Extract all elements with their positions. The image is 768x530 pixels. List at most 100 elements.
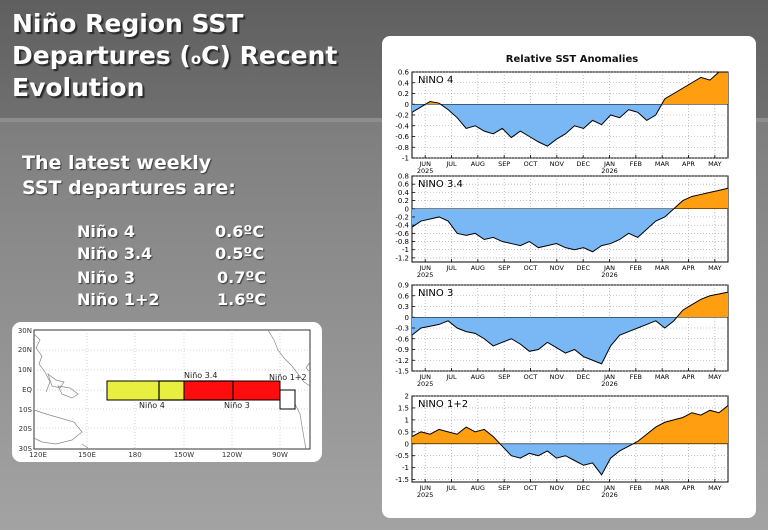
title-line2-post: C) Recent	[201, 41, 338, 70]
x-tick-label: OCT	[524, 373, 538, 381]
x-tick-label: SEP	[498, 484, 510, 492]
y-tick-label: 0.9	[398, 282, 409, 290]
y-tick-label: 0	[405, 440, 409, 448]
positive-anomaly-area	[676, 292, 728, 318]
region-value: 0.7ºC	[217, 268, 267, 287]
y-tick-label: -1.5	[395, 476, 409, 484]
positive-anomaly-area	[412, 405, 728, 444]
region-name: Niño 3	[77, 268, 135, 287]
x-year-label: 2025	[417, 380, 434, 388]
positive-anomaly-area	[673, 188, 728, 209]
nino34-map-label: Niño 3.4	[184, 371, 217, 380]
y-tick-label: 0.6	[398, 69, 410, 77]
anomaly-line	[411, 71, 728, 147]
nino12-region-box	[279, 389, 296, 410]
x-tick-label: OCT	[524, 160, 538, 168]
slide-title-line2: Departures (oC) Recent	[12, 40, 372, 72]
region-name: Niño 3.4	[77, 244, 153, 263]
x-tick-label: OCT	[524, 484, 538, 492]
x-year-label: 2025	[417, 491, 434, 499]
slide-title-line1: Niño Region SST	[12, 9, 244, 38]
x-tick-label: MAY	[708, 160, 722, 168]
x-tick-label: NOV	[550, 160, 565, 168]
x-tick-label: NOV	[550, 264, 565, 272]
x-tick-label: MAR	[655, 160, 670, 168]
nino34-region-box	[158, 380, 234, 401]
title-line2-pre: Departures (	[12, 41, 191, 70]
nino12-map-label: Niño 1+2	[269, 373, 307, 382]
slide-title: Niño Region SST Departures (oC) Recent E…	[12, 8, 372, 104]
latest-heading-line1: The latest weekly	[22, 152, 212, 174]
y-tick-label: -0.6	[395, 230, 409, 238]
y-tick-label: -0.2	[395, 213, 409, 221]
lon-label: 150E	[78, 451, 96, 459]
y-tick-label: 0.8	[398, 173, 409, 181]
y-tick-label: -0.6	[395, 133, 409, 141]
y-tick-label: -1.5	[395, 368, 409, 376]
y-tick-label: -0.4	[395, 222, 409, 230]
panel-label: NINO 4	[418, 75, 453, 86]
region-name: Niño 4	[77, 222, 135, 241]
lat-label: 30N	[18, 327, 32, 335]
x-tick-label: JUL	[445, 264, 457, 272]
chart-panel-nino34: 0.80.60.40.20-0.2-0.4-0.6-0.8-1-1.2JUN20…	[395, 173, 729, 279]
y-tick-label: -1.2	[395, 357, 409, 365]
y-tick-label: 0.2	[398, 197, 409, 205]
x-tick-label: NOV	[550, 484, 565, 492]
y-tick-label: 0	[405, 205, 409, 213]
nino3-region-box	[183, 380, 281, 401]
map-coastlines	[33, 329, 311, 450]
region-name: Niño 1+2	[77, 290, 160, 309]
x-tick-label: FEB	[630, 484, 642, 492]
y-tick-label: 0.5	[398, 428, 409, 436]
x-tick-label: APR	[682, 373, 695, 381]
y-tick-label: 1.5	[398, 404, 409, 412]
y-tick-label: -1	[402, 155, 409, 163]
y-tick-label: 1	[405, 416, 409, 424]
negative-anomaly-area	[412, 104, 662, 147]
y-tick-label: -0.8	[395, 238, 409, 246]
title-superscript: o	[190, 50, 202, 68]
lon-label: 90W	[272, 451, 288, 459]
y-tick-label: 0.3	[398, 303, 409, 311]
y-tick-label: 0	[405, 314, 409, 322]
lat-label: EQ	[22, 386, 32, 394]
negative-anomaly-area	[412, 317, 677, 364]
x-tick-label: MAR	[655, 264, 670, 272]
x-tick-label: FEB	[630, 160, 642, 168]
y-tick-label: -0.9	[395, 346, 409, 354]
lat-label: 10S	[19, 406, 33, 414]
panel-label: NINO 3.4	[418, 179, 463, 190]
region-value: 0.5ºC	[215, 244, 265, 263]
x-tick-label: JUN	[418, 373, 431, 381]
x-year-label: 2026	[601, 491, 618, 499]
lon-label: 120W	[222, 451, 242, 459]
y-tick-label: 0.4	[398, 79, 410, 87]
x-tick-label: DEC	[576, 264, 590, 272]
y-tick-label: -0.4	[395, 122, 409, 130]
anomaly-line	[411, 291, 729, 365]
x-year-label: 2026	[601, 380, 618, 388]
x-tick-label: DEC	[576, 160, 590, 168]
y-tick-label: -1	[402, 246, 409, 254]
lat-label: 30S	[19, 445, 33, 453]
region-map-card: 30N 20N 10N EQ 10S 20S 30S 120E 150E 180…	[12, 322, 322, 462]
x-tick-label: AUG	[471, 160, 485, 168]
lat-label: 10N	[18, 366, 32, 374]
slide-title-line3: Evolution	[12, 73, 145, 102]
y-tick-label: 0.6	[398, 181, 410, 189]
nino3-map-label: Niño 3	[224, 401, 250, 410]
y-tick-label: -1.2	[395, 254, 409, 262]
x-tick-label: APR	[682, 484, 695, 492]
y-tick-label: 2	[405, 393, 409, 401]
x-tick-label: JUL	[445, 373, 457, 381]
x-tick-label: JAN	[603, 160, 615, 168]
x-tick-label: AUG	[471, 484, 485, 492]
map-lon-labels: 120E 150E 180 150W 120W 90W	[29, 451, 288, 459]
x-tick-label: AUG	[471, 264, 485, 272]
x-year-label: 2025	[417, 271, 434, 279]
x-tick-label: NOV	[550, 373, 565, 381]
x-year-label: 2026	[601, 167, 618, 175]
